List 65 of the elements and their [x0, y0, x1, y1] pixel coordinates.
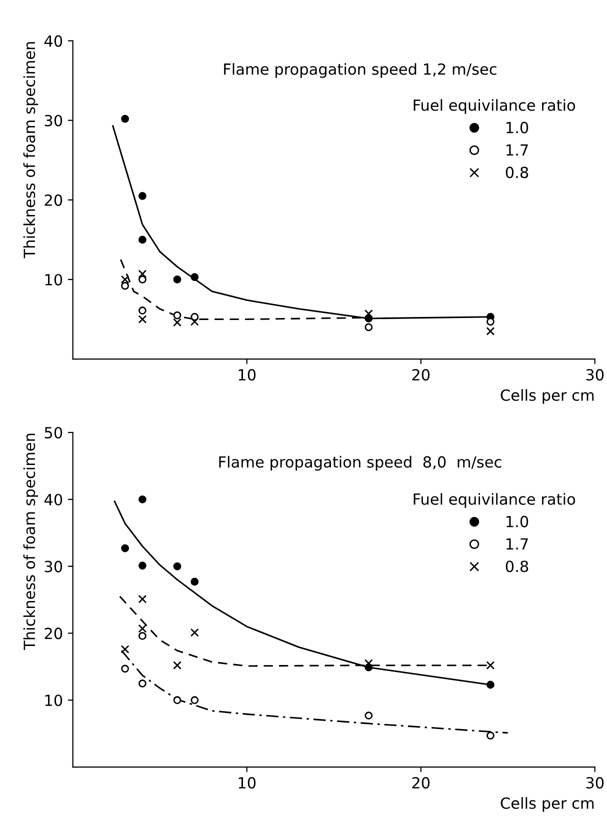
- y-tick-label: 30: [44, 560, 62, 572]
- legend-label: 0.8: [506, 560, 528, 572]
- y-tick-label: 40: [44, 494, 62, 506]
- point: [486, 732, 494, 740]
- point: [173, 661, 182, 670]
- y-axis-title: Thickness of foam specimen: [23, 42, 38, 258]
- point: [121, 664, 129, 673]
- point: [364, 309, 373, 318]
- point: [120, 275, 130, 284]
- point: [138, 270, 147, 278]
- legend-label: 1.0: [506, 516, 528, 528]
- legend-label: 0.8: [506, 166, 528, 178]
- point: [138, 236, 146, 244]
- y-tick-label: 10: [45, 274, 62, 286]
- y-tick-label: 40: [44, 35, 62, 47]
- x-tick-label: 30: [586, 777, 604, 789]
- point: [190, 628, 199, 637]
- y-tick-label: 50: [44, 426, 62, 438]
- x-tick-label: 30: [586, 369, 604, 381]
- point: [121, 114, 129, 123]
- point: [364, 323, 373, 332]
- point: [364, 712, 373, 720]
- legend-title: Fuel equivilance ratio: [414, 493, 576, 508]
- point: [173, 311, 182, 320]
- y-tick-label: 10: [45, 694, 62, 706]
- point: [486, 326, 495, 336]
- legend-label: 1.7: [506, 144, 528, 156]
- y-tick-label: 20: [44, 194, 62, 206]
- legend-title: Fuel equivilance ratio: [414, 99, 576, 114]
- point: [121, 282, 129, 290]
- point: [486, 680, 494, 689]
- point: [120, 645, 130, 654]
- point: [173, 318, 182, 327]
- x-axis-title: Cells per cm: [500, 797, 594, 812]
- point: [138, 562, 146, 570]
- x-axis-title: Cells per cm: [500, 389, 594, 404]
- point: [173, 696, 182, 704]
- point: [138, 192, 146, 200]
- y-tick-label: 20: [44, 628, 62, 640]
- point: [138, 276, 146, 284]
- legend-label: 1.0: [506, 122, 528, 134]
- x-tick-label: 20: [412, 777, 430, 789]
- point: [121, 544, 129, 552]
- point: [138, 679, 146, 688]
- point: [190, 696, 199, 704]
- point: [138, 315, 147, 324]
- point: [190, 273, 199, 282]
- point: [138, 306, 146, 314]
- point: [138, 632, 146, 640]
- legend-label: 1.7: [506, 538, 528, 550]
- point: [138, 495, 146, 504]
- x-tick-label: 10: [238, 369, 256, 381]
- point: [138, 624, 147, 633]
- point: [190, 578, 199, 586]
- point: [173, 276, 182, 284]
- point: [190, 317, 199, 326]
- x-tick-label: 20: [412, 369, 430, 381]
- point: [173, 562, 182, 570]
- y-axis-title: Thickness of foam specimen: [23, 434, 38, 650]
- point: [138, 594, 147, 604]
- y-tick-label: 30: [44, 114, 62, 126]
- x-tick-label: 10: [238, 777, 256, 789]
- text: Flame propagation speed 8,0 m/sec: [219, 456, 502, 471]
- text: Flame propagation speed 1,2 m/sec: [224, 63, 496, 78]
- point: [486, 661, 495, 670]
